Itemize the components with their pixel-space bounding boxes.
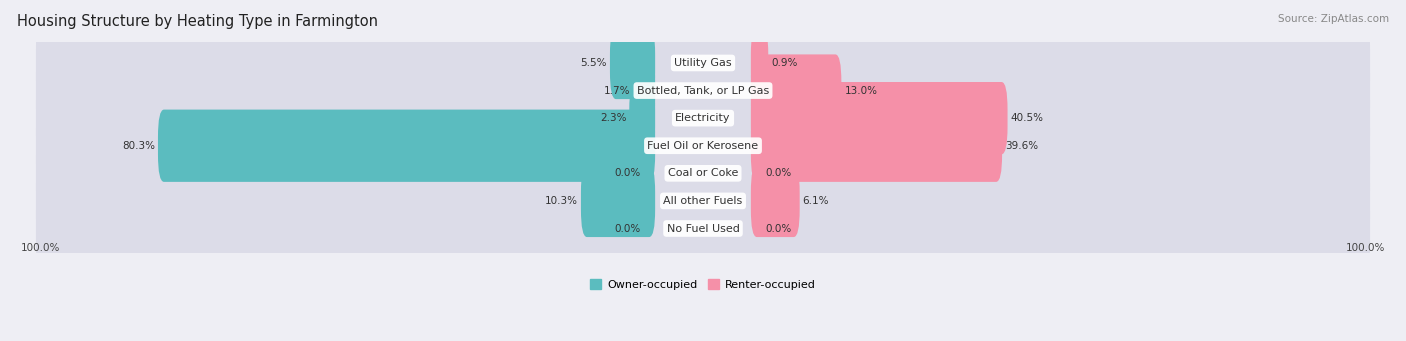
Text: Housing Structure by Heating Type in Farmington: Housing Structure by Heating Type in Far…	[17, 14, 378, 29]
Text: 40.5%: 40.5%	[1011, 113, 1043, 123]
Text: Coal or Coke: Coal or Coke	[668, 168, 738, 178]
FancyBboxPatch shape	[751, 27, 768, 99]
FancyBboxPatch shape	[37, 118, 1369, 228]
Text: 0.9%: 0.9%	[772, 58, 797, 68]
Text: 2.3%: 2.3%	[600, 113, 626, 123]
FancyBboxPatch shape	[37, 35, 1369, 146]
FancyBboxPatch shape	[37, 63, 1369, 173]
Text: 80.3%: 80.3%	[122, 141, 155, 151]
Text: 100.0%: 100.0%	[1346, 243, 1385, 253]
FancyBboxPatch shape	[37, 173, 1369, 284]
Text: 13.0%: 13.0%	[845, 86, 877, 95]
Text: 1.7%: 1.7%	[603, 86, 630, 95]
Text: 0.0%: 0.0%	[766, 168, 792, 178]
FancyBboxPatch shape	[37, 91, 1369, 201]
Text: 5.5%: 5.5%	[581, 58, 607, 68]
Text: Source: ZipAtlas.com: Source: ZipAtlas.com	[1278, 14, 1389, 24]
Legend: Owner-occupied, Renter-occupied: Owner-occupied, Renter-occupied	[586, 275, 820, 294]
Text: Fuel Oil or Kerosene: Fuel Oil or Kerosene	[647, 141, 759, 151]
FancyBboxPatch shape	[581, 165, 655, 237]
Text: 0.0%: 0.0%	[766, 223, 792, 234]
Text: 39.6%: 39.6%	[1005, 141, 1038, 151]
Text: Utility Gas: Utility Gas	[675, 58, 731, 68]
Text: All other Fuels: All other Fuels	[664, 196, 742, 206]
FancyBboxPatch shape	[610, 27, 655, 99]
FancyBboxPatch shape	[37, 146, 1369, 256]
Text: 6.1%: 6.1%	[803, 196, 830, 206]
FancyBboxPatch shape	[630, 82, 655, 154]
FancyBboxPatch shape	[37, 8, 1369, 118]
FancyBboxPatch shape	[157, 109, 655, 182]
Text: 100.0%: 100.0%	[21, 243, 60, 253]
Text: Electricity: Electricity	[675, 113, 731, 123]
Text: No Fuel Used: No Fuel Used	[666, 223, 740, 234]
Text: 10.3%: 10.3%	[546, 196, 578, 206]
FancyBboxPatch shape	[751, 82, 1008, 154]
FancyBboxPatch shape	[751, 55, 841, 127]
FancyBboxPatch shape	[751, 109, 1002, 182]
Text: Bottled, Tank, or LP Gas: Bottled, Tank, or LP Gas	[637, 86, 769, 95]
Text: 0.0%: 0.0%	[614, 223, 640, 234]
FancyBboxPatch shape	[751, 165, 800, 237]
Text: 0.0%: 0.0%	[614, 168, 640, 178]
FancyBboxPatch shape	[633, 55, 655, 127]
